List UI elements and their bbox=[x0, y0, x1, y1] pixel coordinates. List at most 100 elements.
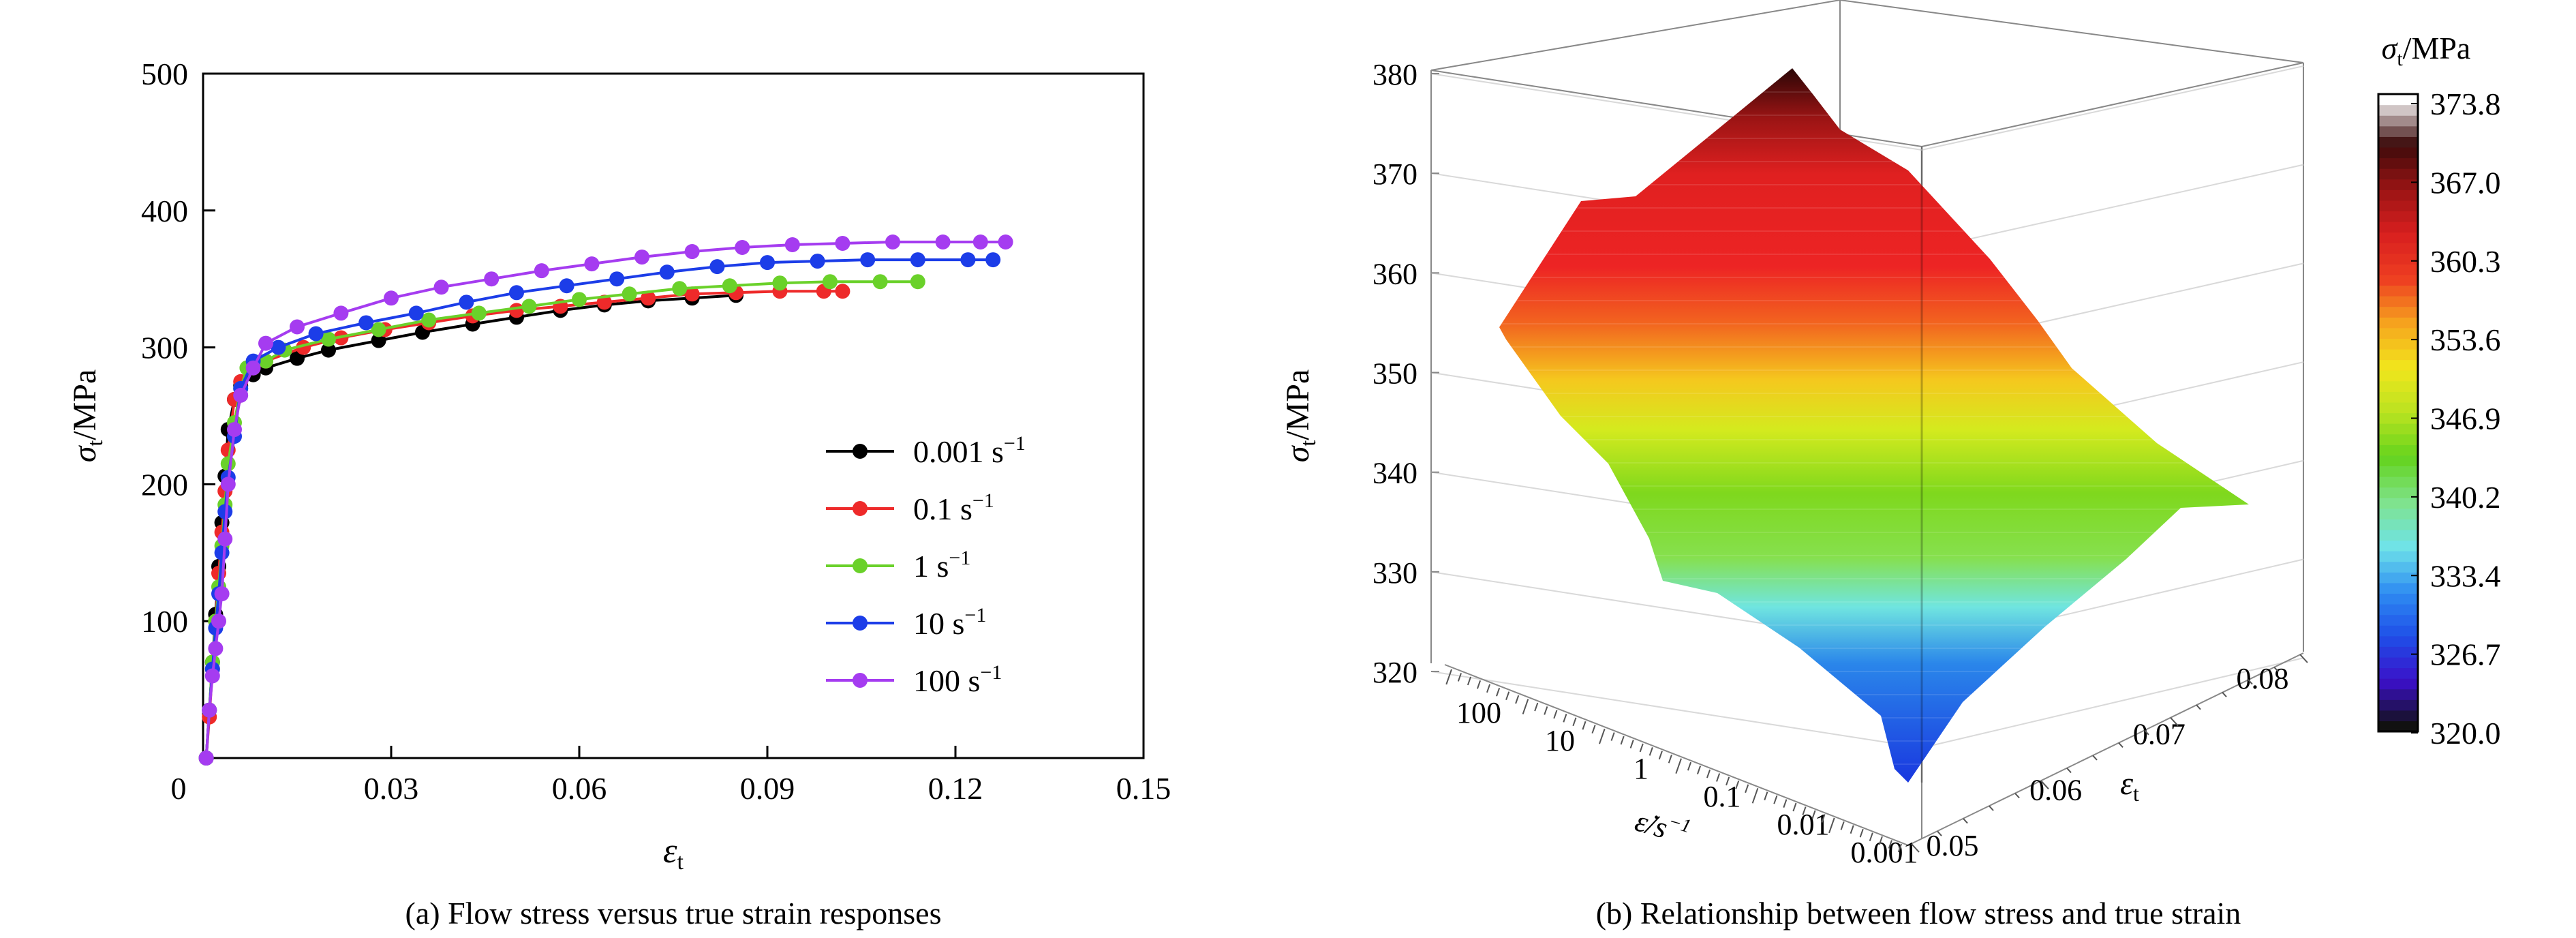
data-point bbox=[709, 259, 725, 275]
data-point bbox=[860, 252, 876, 268]
legend-item: 0.001 s−1 bbox=[826, 432, 1026, 469]
gridline bbox=[1430, 671, 1922, 748]
colorbar-band bbox=[2378, 115, 2418, 127]
colorbar-tick-label: 333.4 bbox=[2430, 558, 2501, 593]
strain-rate-tick-label: 10 bbox=[1545, 724, 1575, 757]
data-point bbox=[823, 274, 838, 290]
strain-tick-label: 0.07 bbox=[2133, 718, 2186, 751]
strain-rate-tick-mark bbox=[1610, 732, 1615, 741]
strain-rate-tick-mark bbox=[1522, 699, 1529, 714]
strain-rate-tick-mark bbox=[1599, 728, 1606, 744]
colorbar-tick-label: 360.3 bbox=[2430, 244, 2501, 279]
strain-rate-tick-mark bbox=[1828, 817, 1835, 834]
strain-rate-tick-mark bbox=[1735, 781, 1740, 789]
colorbar-band bbox=[2378, 721, 2418, 732]
strain-rate-tick-mark bbox=[1811, 810, 1816, 819]
data-point bbox=[835, 284, 850, 299]
data-point bbox=[559, 278, 574, 294]
data-point bbox=[290, 319, 305, 335]
strain-rate-tick-mark bbox=[1726, 776, 1730, 786]
data-point bbox=[459, 294, 474, 310]
z-axis-label: σt/MPa bbox=[1280, 369, 1320, 463]
data-point bbox=[198, 751, 214, 766]
colorbar-band bbox=[2378, 593, 2418, 605]
strain-axis-label: εt bbox=[2120, 766, 2139, 806]
colorbar-tick-label: 320.0 bbox=[2430, 716, 2501, 751]
strain-rate-tick-mark bbox=[1620, 736, 1625, 745]
plot-frame bbox=[202, 72, 1145, 759]
colorbar-tick-label: 340.2 bbox=[2430, 480, 2501, 515]
colorbar-band bbox=[2378, 710, 2418, 722]
data-point bbox=[684, 286, 700, 302]
x-tick-label: 0.06 bbox=[552, 771, 607, 806]
data-point bbox=[772, 275, 788, 291]
colorbar-band bbox=[2378, 136, 2418, 148]
colorbar-band bbox=[2378, 380, 2418, 392]
z-axis: 320 330 340 350 360 370 380 bbox=[1373, 58, 1439, 689]
strain-rate-tick-mark bbox=[1629, 740, 1634, 748]
legend-label: 100 s−1 bbox=[913, 661, 1002, 698]
y-tick-label: 500 bbox=[141, 57, 188, 91]
colorbar-ticks: 373.8 367.0 360.3 353.6 346.9 340.2 333.4 326.7… bbox=[2411, 87, 2501, 751]
strain-rate-tick-mark bbox=[1716, 773, 1721, 782]
data-point bbox=[784, 237, 800, 252]
strain-tick-mark bbox=[1937, 830, 1942, 836]
strain-rate-tick-mark bbox=[1687, 761, 1692, 771]
data-point bbox=[214, 545, 230, 560]
strain-rate-axis-label: ε̇/s−1 bbox=[1631, 802, 1693, 851]
colorbar-band bbox=[2378, 604, 2418, 616]
legend-marker bbox=[853, 616, 868, 631]
strain-rate-tick-mark bbox=[1476, 680, 1482, 689]
strain-rate-tick-mark bbox=[1897, 843, 1902, 853]
data-point bbox=[408, 305, 424, 321]
data-point bbox=[220, 476, 236, 492]
strain-rate-tick-label: 0.1 bbox=[1704, 780, 1741, 813]
data-point bbox=[572, 292, 587, 307]
data-point bbox=[308, 326, 324, 342]
colorbar-scale bbox=[2378, 94, 2418, 732]
strain-tick-mark bbox=[2222, 691, 2227, 697]
data-point bbox=[672, 281, 688, 297]
strain-rate-tick-mark bbox=[1572, 717, 1577, 727]
colorbar-band bbox=[2378, 444, 2418, 456]
colorbar-tick-label: 353.6 bbox=[2430, 322, 2501, 357]
colorbar: σt/MPa 373.8 367.0 360.3 353.6 346.9 340.2 333… bbox=[2377, 31, 2501, 751]
data-point bbox=[211, 614, 226, 629]
strain-rate-tick-mark bbox=[1658, 751, 1663, 760]
colorbar-band bbox=[2378, 179, 2418, 190]
data-point bbox=[245, 360, 261, 376]
colorbar-band bbox=[2378, 359, 2418, 371]
colorbar-band bbox=[2378, 423, 2418, 435]
gridline bbox=[1921, 164, 2304, 251]
colorbar-tick-label: 373.8 bbox=[2430, 87, 2501, 121]
data-point bbox=[233, 387, 249, 403]
strain-rate-tick-mark bbox=[1582, 721, 1586, 730]
colorbar-band bbox=[2378, 104, 2418, 116]
data-point bbox=[659, 264, 675, 280]
x-axis-label: εt bbox=[663, 832, 684, 875]
legend-marker bbox=[853, 558, 868, 573]
panel-b: 320 330 340 350 360 370 380 σt/MPa 100 10 1 0.1 0.… bbox=[1280, 0, 2501, 931]
data-point bbox=[835, 235, 850, 251]
strain-rate-tick-mark bbox=[1496, 687, 1501, 697]
strain-rate-tick-mark bbox=[1467, 676, 1472, 686]
colorbar-band bbox=[2378, 656, 2418, 669]
strain-rate-tick-mark bbox=[1878, 836, 1883, 845]
strain-rate-tick-mark bbox=[1840, 821, 1845, 830]
strain-tick-mark bbox=[1989, 805, 1994, 811]
strain-rate-tick-mark bbox=[1888, 840, 1892, 849]
colorbar-band bbox=[2378, 582, 2418, 594]
surface-bands bbox=[1499, 68, 2249, 783]
strain-rate-tick-mark bbox=[1505, 691, 1510, 701]
data-point bbox=[584, 256, 600, 272]
data-point bbox=[217, 531, 233, 547]
strain-tick-label: 0.08 bbox=[2237, 662, 2289, 695]
data-point bbox=[910, 252, 925, 268]
colorbar-band bbox=[2378, 540, 2418, 551]
legend-label: 0.001 s−1 bbox=[913, 432, 1026, 469]
colorbar-band bbox=[2378, 232, 2418, 243]
strain-rate-tick-mark bbox=[1745, 784, 1749, 793]
colorbar-band bbox=[2378, 614, 2418, 626]
colorbar-band bbox=[2378, 402, 2418, 414]
